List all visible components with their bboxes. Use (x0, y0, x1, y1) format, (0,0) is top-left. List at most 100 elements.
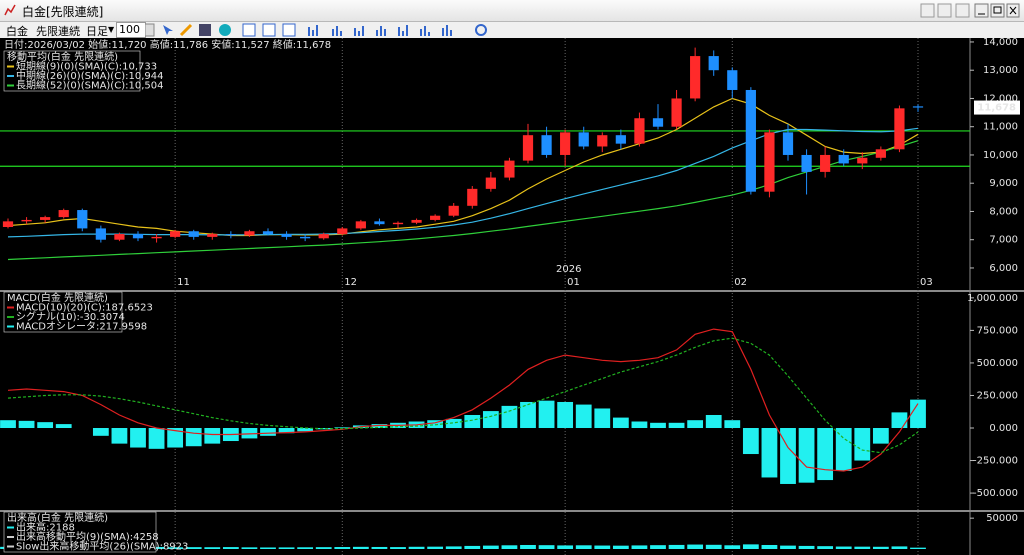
oscillator-bar (55, 424, 72, 429)
spinner[interactable] (145, 23, 155, 37)
year-label: 2026 (556, 264, 581, 275)
candle-body (708, 56, 719, 71)
candle-body (652, 118, 664, 127)
volume-bar (780, 545, 796, 549)
refresh-tool[interactable] (475, 24, 487, 36)
volume-bar (501, 545, 518, 549)
candle-body (207, 234, 218, 237)
candle-body (244, 231, 255, 236)
chart-tool-6[interactable] (420, 26, 430, 36)
y-tick-label: 750.000 (977, 325, 1018, 336)
volume-bar (204, 547, 221, 549)
candle-body (875, 149, 886, 158)
oscillator-bar (501, 405, 518, 429)
volume-bar (835, 546, 852, 549)
oscillator-bar (594, 408, 611, 429)
oscillator-bar (482, 411, 499, 429)
volume-bar (185, 547, 202, 549)
candle-body (615, 135, 626, 144)
legend-box (3, 511, 157, 553)
maximize-button[interactable] (990, 3, 1005, 18)
volume-bar (315, 547, 332, 549)
volume-bar (352, 546, 369, 549)
pin-button[interactable] (920, 3, 935, 18)
oscillator-bar (18, 420, 35, 429)
candle-body (801, 154, 812, 172)
restore-button[interactable] (955, 3, 970, 18)
candle-body (820, 154, 831, 172)
volume-bar (594, 545, 611, 549)
chart-tool-5[interactable] (398, 25, 408, 36)
chart-tool-7[interactable] (442, 25, 452, 36)
legend-title: 移動平均(白金 先限連続) (7, 50, 118, 63)
oscillator-bar (130, 428, 146, 448)
candle-body (337, 228, 348, 235)
candle-body (132, 234, 144, 239)
volume-bar (222, 547, 239, 549)
volume-bar (705, 544, 722, 549)
chart-tool-4[interactable] (376, 26, 386, 36)
oscillator-bar (111, 428, 128, 444)
oscillator-bar (278, 428, 295, 434)
link-button[interactable] (937, 3, 952, 18)
candle-body (690, 56, 701, 99)
oscillator-bar (742, 428, 759, 455)
candle-body (634, 118, 645, 144)
last-price-label: 11,678 (977, 103, 1016, 114)
oscillator-bar (612, 417, 629, 429)
y-tick-label: 10,000 (983, 150, 1018, 161)
layout-tool[interactable] (242, 23, 256, 37)
legend-title: 出来高(白金 先限連続) (7, 511, 108, 524)
period[interactable]: 日足 (86, 25, 108, 38)
volume-bar (464, 545, 481, 549)
symbol[interactable]: 白金 (6, 25, 28, 38)
table-tool[interactable] (282, 23, 296, 37)
y-tick-label: 500.000 (977, 358, 1018, 369)
candle-body (374, 221, 385, 225)
oscillator-bar (520, 401, 536, 429)
candle-body (541, 135, 552, 155)
volume-bar (408, 546, 425, 549)
oscillator-bar (464, 414, 481, 429)
oscillator-bar (687, 420, 704, 429)
count-input[interactable]: 100 (116, 22, 146, 38)
volume-bar (241, 547, 258, 549)
candle-body (95, 228, 106, 240)
candle-body (21, 219, 32, 222)
candle-body (560, 132, 571, 155)
candle-body (262, 231, 274, 235)
zoom-tool[interactable] (219, 24, 231, 36)
candle-body (114, 234, 125, 240)
pen-tool[interactable] (179, 23, 193, 37)
chart-tool-1[interactable] (308, 25, 318, 36)
volume-bar (650, 545, 666, 549)
oscillator-bar (798, 428, 815, 483)
contract[interactable]: 先限連続 (36, 25, 80, 38)
grid-tool[interactable] (262, 23, 276, 37)
oscillator-bar (92, 428, 109, 436)
volume-bar (445, 546, 462, 549)
volume-bar (817, 546, 834, 549)
oscillator-bar (854, 428, 871, 461)
cursor-tool[interactable] (163, 25, 173, 35)
oscillator-bar (0, 420, 16, 429)
volume-bar (167, 547, 184, 549)
volume-bar (148, 546, 165, 549)
minimize-button[interactable] (974, 3, 989, 18)
oscillator-bar (37, 422, 54, 429)
oscillator-bar (705, 414, 722, 429)
x-tick-label: 02 (734, 277, 747, 288)
volume-bar (742, 544, 759, 549)
oscillator-bar (371, 424, 388, 429)
y-tick-label: 7,000 (989, 235, 1018, 246)
chart-tool-3[interactable] (354, 26, 364, 36)
draw-tool[interactable] (199, 24, 211, 36)
candle-body (188, 231, 199, 237)
oscillator-bar (835, 428, 852, 471)
oscillator-bar (910, 399, 926, 429)
candle-body (151, 236, 162, 239)
period-dropdown[interactable]: ▼ (108, 25, 115, 34)
volume-bar (260, 547, 276, 549)
chart-tool-2[interactable] (332, 26, 342, 36)
oscillator-bar (538, 400, 555, 429)
